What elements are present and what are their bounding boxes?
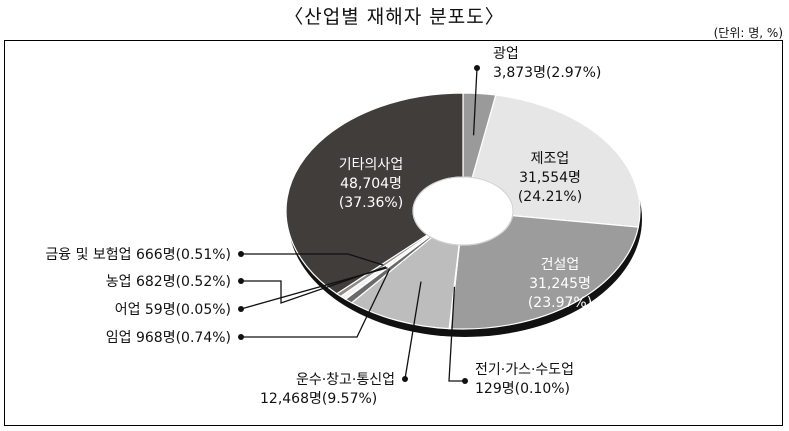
slice-value: 12,468명(9.57%) bbox=[260, 391, 377, 407]
leader-line bbox=[472, 67, 478, 136]
leader-line bbox=[241, 268, 391, 338]
slice-label: (24.21%) bbox=[518, 189, 582, 205]
leader-dot bbox=[238, 251, 244, 257]
unit-label: (단위: 명, %) bbox=[713, 26, 783, 40]
slice-value: 3,873명(2.97%) bbox=[493, 65, 601, 81]
chart-title: 〈산업별 재해자 분포도〉 bbox=[284, 6, 505, 28]
slice-value: 129명(0.10%) bbox=[475, 381, 570, 397]
leader-line bbox=[241, 253, 384, 266]
leader-dot bbox=[462, 378, 468, 384]
leader-line bbox=[404, 281, 422, 380]
leader-line bbox=[241, 266, 387, 304]
slice-label: 48,704명 bbox=[340, 176, 402, 192]
slice-label: 전기·가스·수도업 bbox=[475, 362, 574, 378]
slice-label: 31,554명 bbox=[519, 170, 581, 186]
slice-label: 금융 및 보험업 666명(0.51%) bbox=[45, 247, 231, 263]
slice-label: 어업 59명(0.05%) bbox=[115, 302, 231, 318]
slice-label: 임업 968명(0.74%) bbox=[106, 330, 231, 346]
slice-label: (37.36%) bbox=[339, 195, 403, 211]
leader-line bbox=[448, 286, 465, 382]
donut-hole bbox=[412, 176, 514, 246]
slice-label: 31,245명 bbox=[529, 276, 591, 292]
slice-label: 기타의사업 bbox=[339, 157, 403, 173]
slice-label: (23.97%) bbox=[528, 295, 592, 311]
slice-label: 농업 682명(0.52%) bbox=[106, 274, 231, 290]
leader-dot bbox=[238, 306, 244, 312]
leader-dot bbox=[238, 334, 244, 340]
slice-label: 제조업 bbox=[531, 151, 570, 167]
leader-dot bbox=[402, 376, 408, 382]
slice-label: 운수·창고·통신업 bbox=[296, 372, 395, 388]
pie-chart: 광업 3,873명(2.97%) 제조업 31,554명 (24.21%) 건설업 31,2… bbox=[45, 46, 642, 407]
slice-label: 건설업 bbox=[541, 257, 580, 273]
slice-label: 광업 bbox=[493, 46, 519, 62]
chart-frame: 광업 3,873명(2.97%) 제조업 31,554명 (24.21%) 건설업 31,2… bbox=[4, 40, 783, 426]
leader-dot bbox=[238, 278, 244, 284]
leader-dot bbox=[474, 65, 480, 71]
